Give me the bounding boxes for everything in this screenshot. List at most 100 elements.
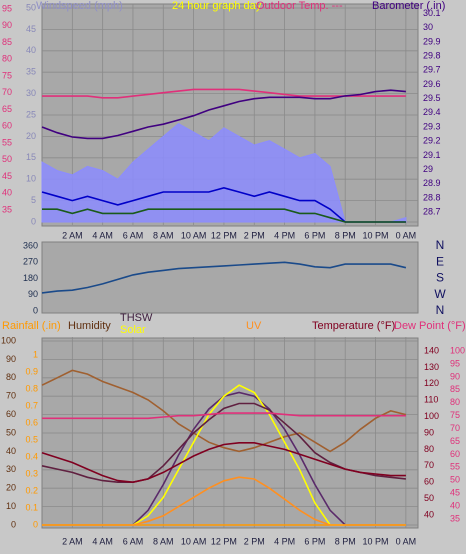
y-tick-label: 180 [23,273,38,283]
y-tick-label: 10 [26,174,36,184]
x-tick-label: 4 PM [274,230,295,240]
y-tick-label: 100 [1,335,16,345]
y-tick-label: 29.3 [423,121,441,131]
y-tick-label: 29.2 [423,136,441,146]
y-tick-label: 20 [26,131,36,141]
series-line [42,476,406,526]
y-tick-label: 29.5 [423,93,441,103]
x-tick-label: 8 AM [153,536,174,546]
y-tick-label: 60 [450,449,460,459]
y-tick-label: 40 [2,188,12,198]
y-tick-label: 70 [2,87,12,97]
y-tick-label: 270 [23,257,38,267]
y-tick-label: 140 [424,345,439,355]
y-tick-label: 45 [450,488,460,498]
y-tick-label: 40 [6,446,16,456]
direction-label: E [436,254,444,268]
y-tick-label: 0.4 [25,451,38,461]
y-tick-label: 60 [6,409,16,419]
y-tick-label: 0.1 [25,502,38,512]
y-tick-label: 80 [450,397,460,407]
y-tick-label: 0.9 [25,366,38,376]
y-tick-label: 90 [28,289,38,299]
y-tick-label: 80 [6,372,16,382]
x-tick-label: 4 PM [274,536,295,546]
x-tick-label: 4 AM [92,536,113,546]
y-tick-label: 30 [26,88,36,98]
y-tick-label: 29 [423,164,433,174]
y-tick-label: 65 [2,104,12,114]
series-line [41,369,407,453]
y-tick-label: 95 [450,358,460,368]
x-tick-label: 8 AM [153,230,174,240]
y-tick-label: 75 [2,70,12,80]
y-tick-label: 0.6 [25,417,38,427]
x-tick-label: 2 AM [62,230,83,240]
axis-title: Windspeed (mph) [36,0,123,12]
y-tick-label: 80 [424,444,434,454]
x-tick-label: 8 PM [335,536,356,546]
chart-title: 24 hour graph day [172,0,262,12]
plot-layer: 2 AM 4 AM 6 AM 8 AM 10 AM 12 PM 2 PM 4 PM 6 PM 8 … [1,2,465,546]
y-tick-label: 40 [450,501,460,511]
x-tick-label: 4 AM [92,230,113,240]
y-tick-label: 70 [450,423,460,433]
y-tick-label: 0.3 [25,468,38,478]
axis-title: Rainfall (.in) [2,320,61,332]
legend-entry: Outdoor Temp. --- [256,0,343,12]
y-tick-label: 29.1 [423,150,441,160]
x-tick-label: 2 PM [244,230,265,240]
legend-entry: UV [246,320,262,332]
series-line [42,412,406,420]
direction-label: W [434,287,446,301]
y-tick-label: 25 [26,109,36,119]
y-tick-label: 29.9 [423,36,441,46]
y-tick-label: 0 [11,519,16,529]
x-tick-label: 0 AM [396,230,417,240]
y-tick-label: 130 [424,362,439,372]
y-tick-label: 30 [423,22,433,32]
y-tick-label: 40 [424,509,434,519]
y-tick-label: 40 [26,45,36,55]
series-line [41,261,407,294]
x-tick-label: 10 AM [181,230,207,240]
y-tick-label: 28.9 [423,178,441,188]
y-tick-label: 55 [2,137,12,147]
y-tick-label: 35 [2,204,12,214]
y-tick-label: 65 [450,436,460,446]
y-tick-label: 90 [2,20,12,30]
middle-panel [41,241,419,314]
y-tick-label: 0 [31,216,36,226]
y-tick-label: 45 [2,171,12,181]
y-tick-label: 28.7 [423,206,441,216]
y-tick-label: 85 [2,37,12,47]
legend-entry: THSW [120,312,153,324]
direction-label: S [436,271,444,285]
y-tick-label: 0 [33,519,38,529]
x-tick-label: 0 AM [396,536,417,546]
y-tick-label: 15 [26,152,36,162]
x-tick-label: 6 PM [304,230,325,240]
x-tick-label: 2 AM [62,536,83,546]
legend-entry: Solar [120,324,146,336]
y-tick-label: 45 [26,24,36,34]
y-tick-label: 90 [424,427,434,437]
y-tick-label: 70 [424,460,434,470]
axis-title: Temperature (°F) [312,320,395,332]
y-tick-label: 95 [2,3,12,13]
y-tick-label: 50 [6,427,16,437]
y-tick-label: 110 [424,395,438,405]
y-tick-label: 100 [424,411,439,421]
y-tick-label: 0.5 [25,434,38,444]
x-tick-label: 12 PM [211,536,237,546]
y-tick-label: 29.6 [423,79,441,89]
y-tick-label: 90 [6,354,16,364]
axis-title: Humidity [68,320,111,332]
y-tick-label: 90 [450,371,460,381]
y-tick-label: 10 [6,501,16,511]
x-tick-label: 10 PM [363,230,389,240]
x-tick-label: 12 PM [211,230,237,240]
axis-title: Dew Point (°F) [394,320,466,332]
y-tick-label: 29.8 [423,51,441,61]
